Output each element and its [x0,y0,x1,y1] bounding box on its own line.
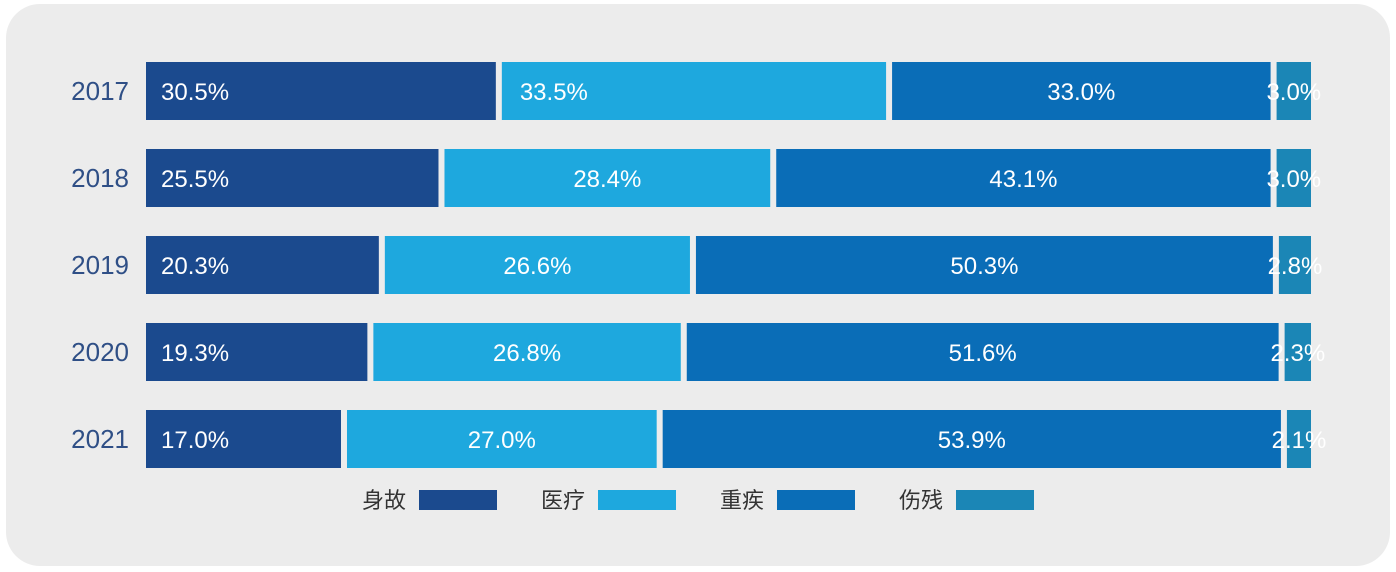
data-label: 51.6% [949,340,1017,367]
data-label: 28.4% [573,166,641,193]
bar-segment [346,410,657,468]
bar-segment [384,236,690,294]
year-label: 2019 [71,250,129,280]
legend-label: 医疗 [541,488,585,513]
data-label: 17.0% [161,427,229,454]
bar-segment [892,62,1271,120]
data-label: 20.3% [161,253,229,280]
data-label: 27.0% [468,427,536,454]
data-label: 43.1% [989,166,1057,193]
bar-segment [146,323,368,381]
legend-swatch [777,490,855,510]
data-label: 26.8% [493,340,561,367]
data-label: 30.5% [161,79,229,106]
data-label: 26.6% [503,253,571,280]
bar-segment [1276,62,1311,120]
legend-swatch [956,490,1034,510]
bar-segment [776,149,1271,207]
bar-segment [1278,236,1311,294]
data-label: 2.8% [1268,253,1323,280]
bar-segment [373,323,681,381]
bar-segment [686,323,1279,381]
bar-segment [662,410,1281,468]
data-label: 3.0% [1266,166,1321,193]
legend-label: 身故 [362,488,406,513]
data-label: 2.3% [1270,340,1325,367]
legend-swatch [419,490,497,510]
legend-swatch [598,490,676,510]
legend-label: 伤残 [899,488,943,513]
data-label: 33.5% [520,79,588,106]
bar-segment [1286,410,1311,468]
data-label: 53.9% [938,427,1006,454]
data-label: 19.3% [161,340,229,367]
bar-segment [444,149,771,207]
bar-segment [146,149,439,207]
data-label: 3.0% [1266,79,1321,106]
year-label: 2018 [71,163,129,193]
year-label: 2020 [71,337,129,367]
bar-segment [146,236,379,294]
bar-segment [146,410,341,468]
year-label: 2017 [71,76,129,106]
bar-segment [146,62,496,120]
bar-segment [501,62,887,120]
data-label: 33.0% [1047,79,1115,106]
bar-segment [695,236,1273,294]
bar-segment [1276,149,1311,207]
data-label: 2.1% [1272,427,1327,454]
data-label: 25.5% [161,166,229,193]
legend-label: 重疾 [720,488,764,513]
year-label: 2021 [71,424,129,454]
data-label: 50.3% [950,253,1018,280]
bar-segment [1284,323,1311,381]
